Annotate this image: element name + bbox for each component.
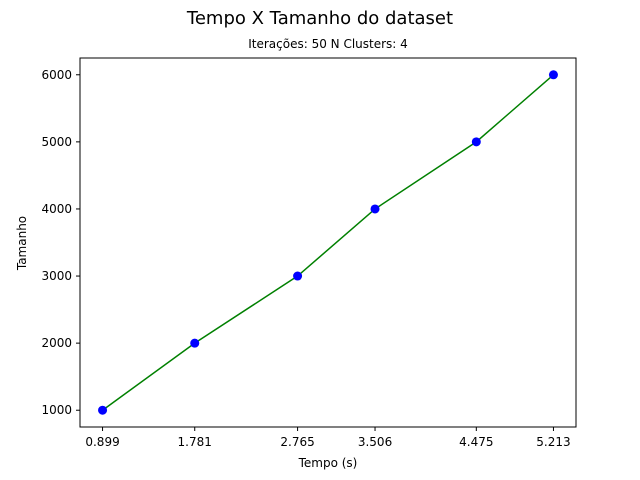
data-point [190,338,200,348]
x-tick-label: 1.781 [178,435,212,449]
y-tick-label: 3000 [41,269,72,283]
x-tick-label: 4.475 [459,435,493,449]
y-axis-label: Tamanho [15,216,29,271]
x-axis-label: Tempo (s) [298,456,358,470]
y-tick-label: 1000 [41,403,72,417]
data-point [548,70,558,80]
y-tick-label: 4000 [41,202,72,216]
x-tick-label: 0.899 [85,435,119,449]
data-point [471,137,481,147]
y-tick-label: 2000 [41,336,72,350]
y-tick-label: 5000 [41,135,72,149]
data-point [98,405,108,415]
data-point [293,271,303,281]
x-tick-label: 5.213 [536,435,570,449]
data-point [370,204,380,214]
x-tick-label: 2.765 [280,435,314,449]
chart-subtitle: Iterações: 50 N Clusters: 4 [248,37,408,51]
chart-title: Tempo X Tamanho do dataset [186,8,453,29]
series-line [102,74,554,411]
x-tick-label: 3.506 [358,435,392,449]
plot-area: 0.899 1.781 2.765 3.506 4.475 5.213 1000 2000 30… [41,57,577,449]
y-tick-label: 6000 [41,68,72,82]
axes-frame [79,57,577,428]
